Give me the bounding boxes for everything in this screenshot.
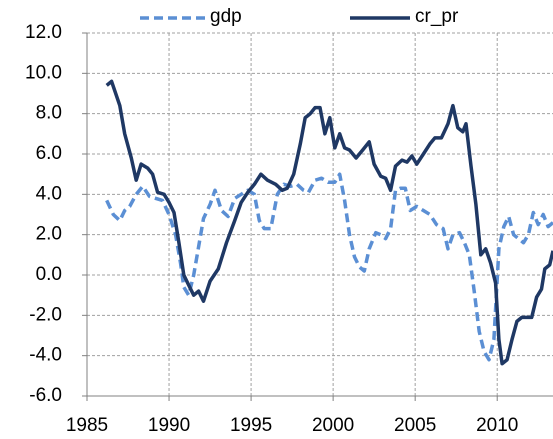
y-tick-label: 2.0 (36, 224, 62, 245)
x-tick-label: 2005 (394, 415, 436, 436)
y-tick-label: -2.0 (29, 304, 62, 325)
legend-label: gdp (210, 6, 242, 27)
y-tick-label: -4.0 (29, 345, 62, 366)
y-tick-label: 4.0 (36, 183, 62, 204)
y-tick-label: 12.0 (25, 22, 62, 43)
y-tick-label: 10.0 (25, 62, 62, 83)
x-tick-label: 1995 (230, 415, 272, 436)
y-tick-label: -6.0 (29, 385, 62, 406)
x-tick-label: 2010 (476, 415, 518, 436)
y-tick-label: 8.0 (36, 103, 62, 124)
series-line (105, 79, 553, 366)
plot-area (105, 79, 553, 366)
series-line (105, 172, 553, 362)
x-tick-label: 1990 (148, 415, 190, 436)
y-tick-label: 6.0 (36, 143, 62, 164)
axes: -6.0 -4.0 -2.0 0.0 2.0 4.0 6.0 8.0 10.0 12.0 1985 1… (25, 6, 553, 436)
y-tick-label: 0.0 (36, 264, 62, 285)
x-tick-label: 2000 (312, 415, 354, 436)
legend-label: cr_pr (415, 6, 459, 27)
x-tick-label: 1985 (66, 415, 108, 436)
